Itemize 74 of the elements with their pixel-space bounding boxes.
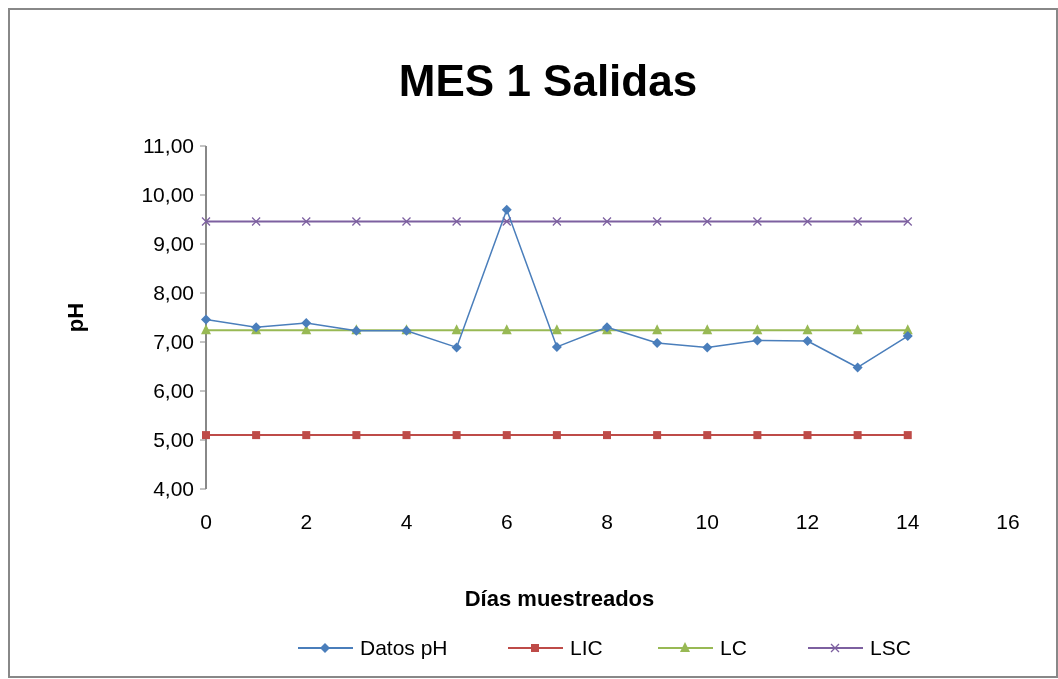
point: [752, 216, 763, 227]
point: [853, 431, 862, 440]
point: [251, 216, 261, 227]
point: [802, 216, 813, 227]
point: [702, 342, 713, 353]
point: [301, 317, 312, 328]
legend-label: LSC: [870, 636, 911, 660]
y-tick-label: 11,00: [143, 134, 194, 158]
point: [752, 335, 763, 346]
y-tick-label: 10,00: [141, 183, 194, 207]
point: [402, 431, 411, 440]
point: [802, 324, 813, 335]
point: [551, 324, 562, 335]
y-tick-label: 6,00: [153, 379, 194, 403]
point: [201, 216, 211, 227]
x-tick-label: 0: [200, 510, 212, 533]
chart-title: MES 1 Salidas: [398, 56, 698, 105]
point: [653, 431, 662, 440]
point: [652, 337, 663, 348]
point: [602, 216, 612, 227]
point: [902, 331, 913, 342]
point: [202, 431, 210, 440]
point: [451, 342, 462, 353]
point: [302, 431, 311, 440]
y-tick-label: 5,00: [153, 428, 194, 452]
x-tick-label: 14: [896, 510, 920, 533]
point: [552, 216, 562, 227]
point: [401, 216, 412, 227]
point: [852, 216, 863, 227]
legend-label: Datos pH: [360, 636, 448, 660]
point: [703, 431, 712, 440]
point: [501, 204, 512, 215]
point: [352, 431, 361, 440]
point: [301, 216, 311, 227]
point: [903, 216, 913, 227]
point: [351, 216, 362, 227]
point: [903, 431, 912, 440]
point: [803, 431, 812, 440]
x-tick-label: 10: [695, 510, 719, 533]
y-axis-title: pH: [63, 302, 88, 333]
point: [501, 324, 512, 335]
point: [852, 324, 863, 335]
x-tick-label: 16: [996, 510, 1020, 533]
point: [652, 324, 663, 335]
x-tick-label: 6: [500, 510, 513, 533]
x-tick-label: 8: [601, 510, 613, 533]
legend-label: LIC: [570, 636, 603, 660]
point: [252, 431, 261, 440]
x-tick-label: 2: [300, 510, 313, 533]
point: [201, 324, 211, 335]
point: [502, 216, 512, 227]
point: [552, 431, 561, 440]
point: [802, 336, 813, 347]
point: [451, 216, 462, 227]
x-tick-label: 12: [795, 510, 820, 533]
point: [451, 324, 462, 335]
point: [452, 431, 461, 440]
y-tick-label: 9,00: [153, 232, 194, 256]
y-tick-label: 7,00: [153, 330, 194, 354]
point: [502, 431, 511, 440]
point: [551, 341, 562, 352]
point: [852, 362, 863, 373]
x-axis-title: Días muestreados: [464, 586, 655, 611]
x-tick-label: 4: [400, 510, 413, 533]
y-tick-label: 4,00: [153, 477, 194, 501]
point: [753, 431, 762, 440]
point: [603, 431, 611, 440]
point: [652, 216, 662, 227]
y-tick-label: 8,00: [153, 281, 194, 305]
legend-label: LC: [720, 636, 747, 660]
point: [201, 314, 211, 325]
point: [702, 216, 712, 227]
point: [702, 324, 713, 335]
point: [752, 324, 763, 335]
